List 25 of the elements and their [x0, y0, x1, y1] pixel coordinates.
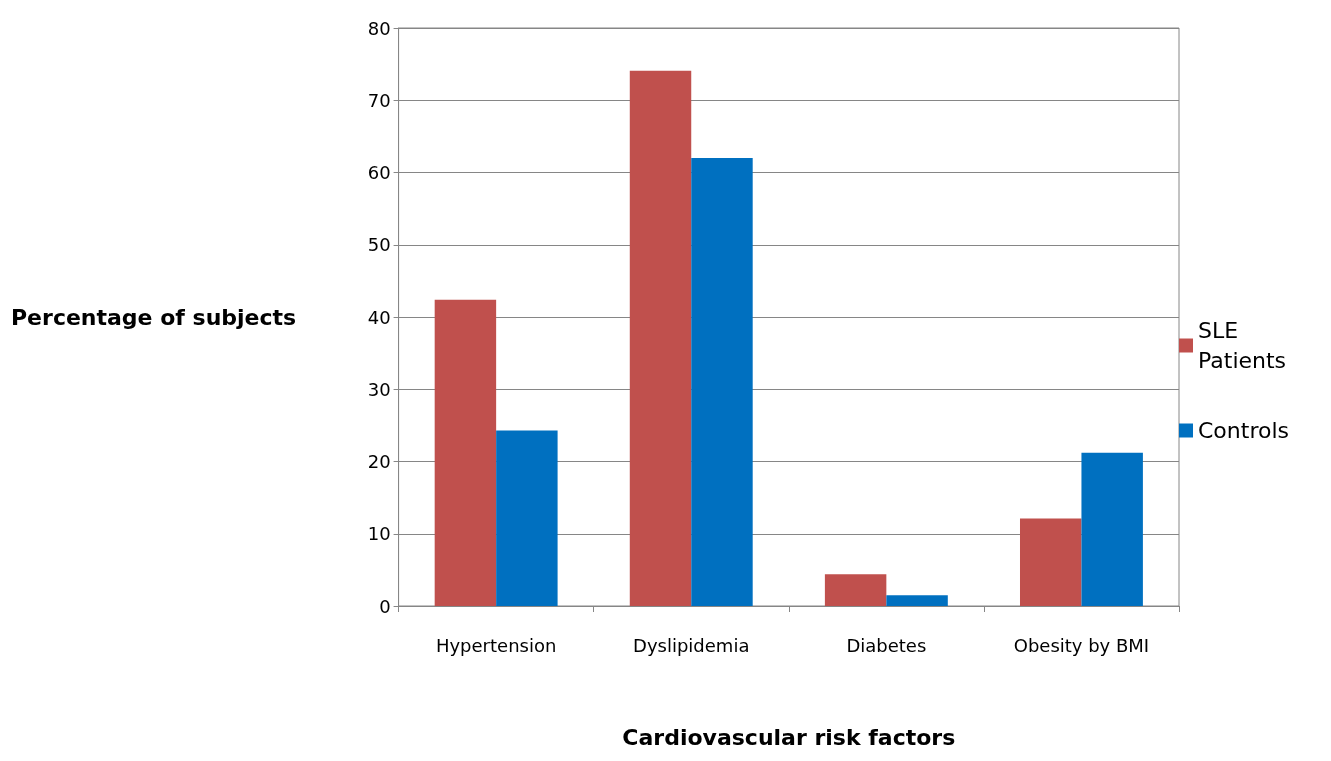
legend-label: SLE Patients	[1198, 318, 1287, 373]
y-tick-label: 60	[367, 162, 391, 183]
bar	[691, 158, 753, 606]
bar	[1081, 452, 1143, 606]
x-tick-label: Dyslipidemia	[633, 634, 750, 656]
y-tick-label: 0	[379, 595, 391, 617]
y-tick-label: 30	[367, 378, 391, 400]
y-tick-label: 20	[367, 451, 391, 472]
x-axis-title: Cardiovascular risk factors	[622, 724, 956, 750]
bar	[434, 299, 497, 606]
y-tick-label: 50	[367, 234, 391, 256]
y-axis-title: Percentage of subjects	[10, 304, 297, 330]
bar	[886, 595, 948, 606]
y-tick-label: 80	[367, 17, 391, 39]
x-tick-label: Obesity by BMI	[1013, 634, 1150, 656]
bar	[629, 70, 692, 606]
bar	[1019, 518, 1082, 606]
legend-label: Controls	[1198, 418, 1289, 443]
bar	[824, 574, 887, 606]
bar	[496, 430, 558, 606]
x-tick-label: Hypertension	[435, 634, 557, 656]
y-tick-label: 10	[367, 523, 391, 545]
y-tick-label: 40	[367, 306, 391, 328]
x-tick-label: Diabetes	[846, 634, 927, 656]
y-tick-label: 70	[367, 89, 391, 111]
